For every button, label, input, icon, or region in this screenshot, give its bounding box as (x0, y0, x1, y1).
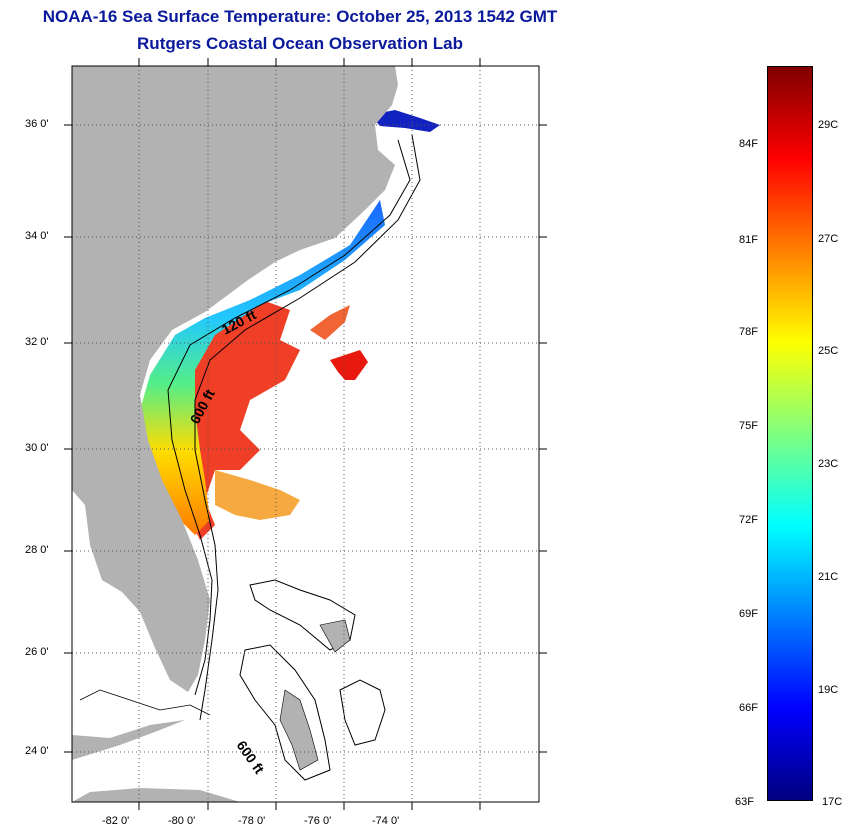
lat-label-28: 28 0' (25, 544, 49, 556)
colorbar-label-66f: 66F (739, 702, 758, 714)
colorbar-label-27c: 27C (818, 233, 839, 245)
cuba-land (72, 788, 240, 802)
map-frame (71, 65, 540, 803)
colorbar-label-72f: 72F (739, 514, 758, 526)
map-title: NOAA-16 Sea Surface Temperature: October… (42, 7, 558, 26)
colorbar-label-78f: 78F (739, 326, 758, 338)
lon-label-78: -78 0' (238, 815, 266, 827)
colorbar-label-25c: 25C (818, 345, 839, 357)
contour-label-600ft-south: 600 ft (234, 738, 268, 777)
colorbar-label-81f: 81F (739, 234, 758, 246)
lat-label-36: 36 0' (25, 118, 49, 130)
warm-water-patch-northeast (310, 305, 350, 340)
colorbar-label-21c: 21C (818, 571, 839, 583)
florida-keys-land (72, 720, 185, 760)
graticule (72, 66, 539, 802)
contour-120ft (167, 139, 411, 696)
warm-water-patch-south (215, 470, 300, 520)
cold-bay-water (370, 110, 440, 132)
lon-label-74: -74 0' (372, 815, 400, 827)
colorbar-label-84f: 84F (739, 138, 758, 150)
lon-label-82: -82 0' (102, 815, 130, 827)
bahamas-island-north (319, 619, 351, 653)
bahamas-island-andros (279, 689, 319, 771)
colorbar-label-29c: 29C (818, 119, 839, 131)
colorbar-label-23c: 23C (818, 458, 839, 470)
colorbar-label-17c: 17C (822, 796, 843, 808)
lat-label-34: 34 0' (25, 230, 49, 242)
map-subtitle: Rutgers Coastal Ocean Observation Lab (137, 34, 463, 53)
axis-ticks (64, 58, 547, 810)
colorbar-label-75f: 75F (739, 420, 758, 432)
colorbar-label-63f: 63F (735, 796, 754, 808)
lat-label-24: 24 0' (25, 745, 49, 757)
lon-label-76: -76 0' (304, 815, 332, 827)
warm-water-patch-east (330, 350, 368, 380)
lat-label-26: 26 0' (25, 646, 49, 658)
bahamas-bank-east (339, 679, 386, 746)
contour-600ft (194, 134, 421, 721)
lat-label-32: 32 0' (25, 336, 49, 348)
coastal-shelf-water (140, 200, 385, 535)
temperature-colorbar (767, 66, 813, 801)
contour-keys (79, 689, 211, 716)
land-mass (72, 66, 398, 692)
colorbar-label-19c: 19C (818, 684, 839, 696)
lon-label-80: -80 0' (168, 815, 196, 827)
lat-label-30: 30 0' (25, 442, 49, 454)
colorbar-label-69f: 69F (739, 608, 758, 620)
